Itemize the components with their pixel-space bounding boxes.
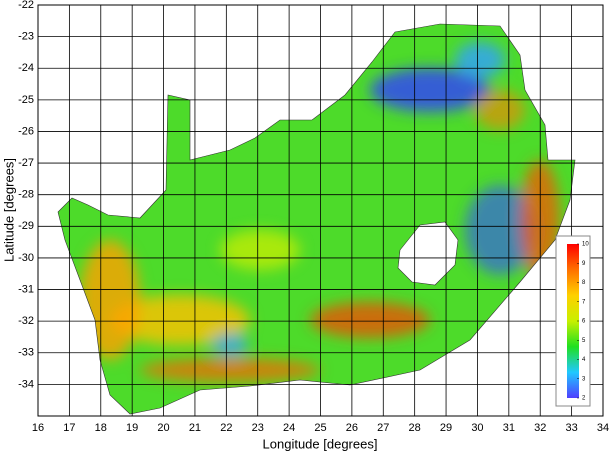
y-tick-label: -29	[18, 220, 34, 232]
x-tick-label: 17	[63, 422, 75, 434]
x-tick-label: 16	[32, 422, 44, 434]
x-tick-label: 28	[409, 422, 421, 434]
x-tick-label: 21	[189, 422, 201, 434]
colorbar-tick-label: 4	[582, 357, 586, 363]
plot-frame	[37, 4, 604, 417]
y-tick-label: -24	[18, 62, 34, 74]
y-tick-label: -26	[18, 125, 34, 137]
x-tick-label: 18	[95, 422, 107, 434]
x-tick-label: 32	[534, 422, 546, 434]
y-tick-label: -22	[18, 0, 34, 11]
x-tick-label: 26	[346, 422, 358, 434]
y-tick-label: -34	[18, 378, 34, 390]
colorbar-tick-label: 10	[582, 242, 589, 248]
x-tick-label: 23	[252, 422, 264, 434]
x-tick-label: 30	[471, 422, 483, 434]
x-tick-label: 20	[157, 422, 169, 434]
colorbar	[567, 244, 579, 398]
colorbar-tick-label: 9	[582, 261, 586, 267]
colorbar-tick-label: 2	[582, 396, 586, 402]
x-tick-label: 22	[220, 422, 232, 434]
colorbar-tick-label: 8	[582, 280, 586, 286]
x-tick-label: 25	[314, 422, 326, 434]
y-tick-label: -28	[18, 189, 34, 201]
y-tick-label: -27	[18, 157, 34, 169]
x-tick-label: 27	[377, 422, 389, 434]
colorbar-ticks: 10 9 8 7 6 5 4 3 2	[577, 242, 589, 402]
colorbar-tick-label: 6	[582, 319, 586, 325]
x-tick-label: 33	[565, 422, 577, 434]
y-tick-label: -31	[18, 283, 34, 295]
colorbar-tick-label: 3	[582, 376, 586, 382]
colorbar-tick-label: 7	[582, 299, 586, 305]
y-tick-label: -23	[18, 31, 34, 43]
y-tick-label: -25	[18, 94, 34, 106]
x-axis-label: Longitude [degrees]	[263, 436, 378, 451]
x-tick-label: 19	[126, 422, 138, 434]
x-tick-label: 31	[503, 422, 515, 434]
x-tick-label: 24	[283, 422, 295, 434]
y-tick-label: -32	[18, 315, 34, 327]
x-tick-label: 34	[597, 422, 609, 434]
colorbar-tick-label: 5	[582, 338, 586, 344]
x-tick-label: 29	[440, 422, 452, 434]
y-axis-label: Latitude [degrees]	[1, 158, 16, 262]
y-tick-label: -33	[18, 347, 34, 359]
y-tick-label: -30	[18, 252, 34, 264]
